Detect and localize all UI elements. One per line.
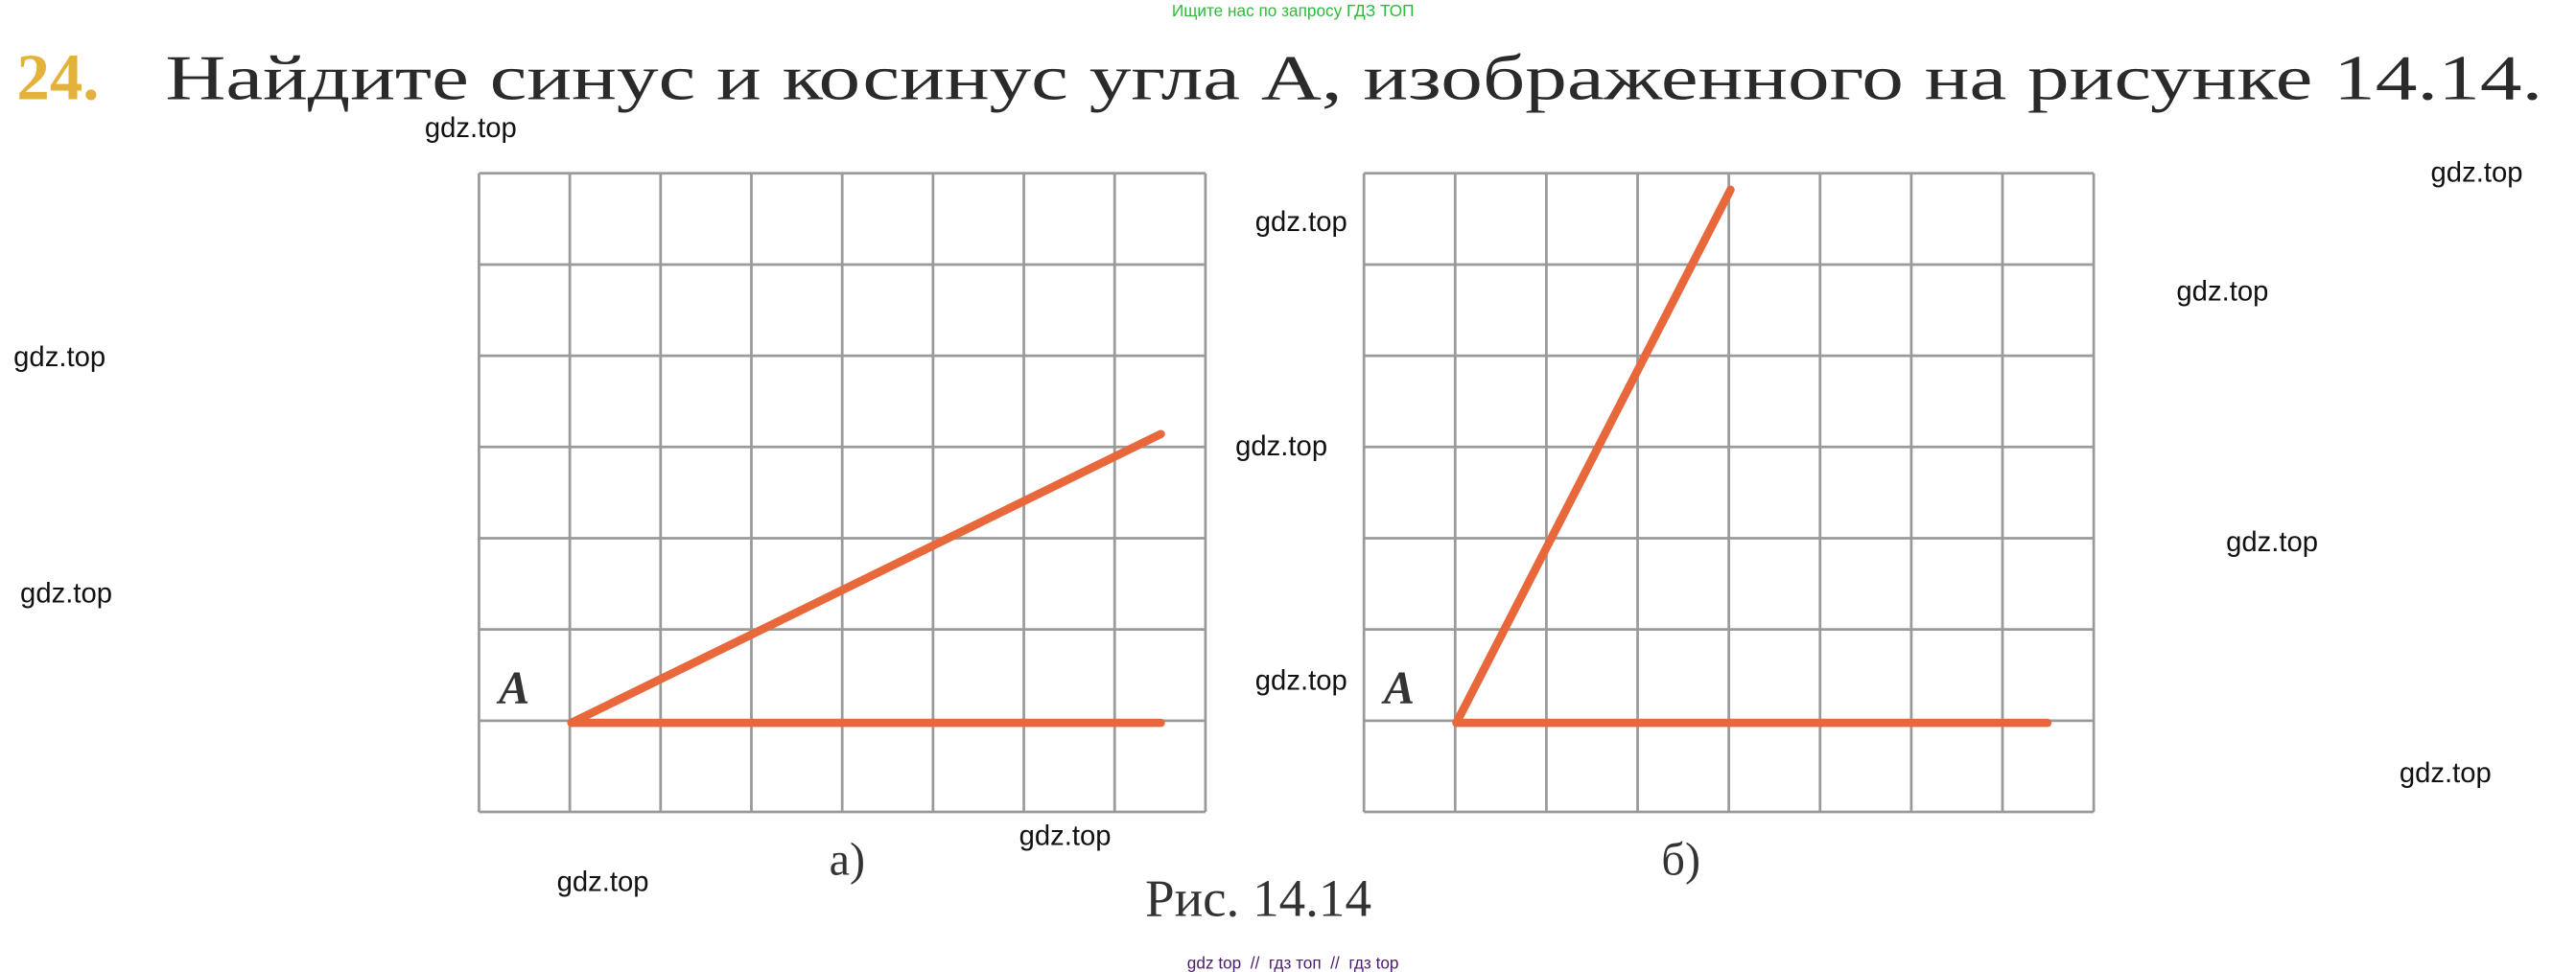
notice: Ищите нас по запросу ГДЗ ТОП [1172,1,1415,20]
watermark: gdz.top [1019,821,1112,851]
watermark: gdz.top [425,113,517,144]
task-number: 24. [16,40,99,113]
watermark: gdz.top [1255,207,1347,238]
caption: Рис. 14.14 [1145,868,1371,927]
footer: gdz top // гдз топ // гдз top [1187,954,1399,972]
watermark: gdz.top [20,578,112,609]
watermark: gdz.top [2176,276,2268,307]
panel-label: а) [830,834,865,885]
watermark: gdz.top [557,868,649,898]
vertex-label: A [1381,662,1415,713]
figure [478,172,2096,814]
watermark: gdz.top [13,342,105,373]
ray [1452,185,1735,728]
panel-label: б) [1661,834,1700,885]
watermark: gdz.top [1235,431,1327,462]
watermark: gdz.top [2431,157,2523,188]
task-text: Найдите синус и косинус угла A, изображе… [165,41,2542,113]
watermark: gdz.top [1255,666,1347,697]
watermark: gdz.top [2400,758,2492,789]
ray [567,429,1165,728]
watermark: gdz.top [2226,527,2318,558]
vertex-label: A [496,662,529,713]
